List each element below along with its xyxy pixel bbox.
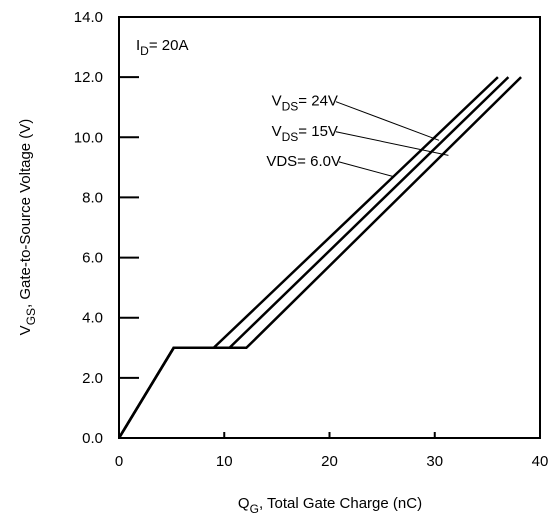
condition-label: ID= 20A — [136, 37, 188, 58]
series-annotations: VDS= 24V VDS= 15V VDS= 6.0V — [266, 93, 449, 177]
axis-ticks — [118, 76, 541, 438]
x-tick-label: 20 — [321, 453, 338, 470]
y-tick-label: 4.0 — [82, 310, 103, 327]
label-leader-line — [338, 161, 393, 177]
y-tick-label: 8.0 — [82, 189, 103, 206]
series-lines — [117, 76, 522, 439]
y-tick-label: 2.0 — [82, 370, 103, 387]
label-leader-line — [335, 101, 440, 141]
plot-frame — [118, 16, 541, 439]
series-label: VDS= 15V — [272, 123, 338, 144]
y-tick-label: 12.0 — [74, 69, 103, 86]
y-tick-label: 6.0 — [82, 250, 103, 267]
y-tick-label: 0.0 — [82, 430, 103, 447]
x-axis-title: QG, Total Gate Charge (nC) — [238, 495, 422, 516]
y-tick-label: 10.0 — [74, 129, 103, 146]
axis-tick-labels: 0 10 20 30 40 0.0 2.0 4.0 6.0 8.0 10.0 12.0 14.0 — [74, 9, 549, 470]
label-leader-line — [335, 131, 449, 156]
x-tick-label: 40 — [532, 453, 549, 470]
y-tick-label: 14.0 — [74, 9, 103, 26]
series-label: VDS= 6.0V — [266, 153, 341, 170]
x-tick-label: 30 — [426, 453, 443, 470]
x-tick-label: 10 — [216, 453, 233, 470]
y-axis-title: VGS, Gate-to-Source Voltage (V) — [17, 119, 38, 336]
x-tick-label: 0 — [115, 453, 123, 470]
series-label: VDS= 24V — [272, 93, 338, 114]
series-line-2 — [117, 76, 499, 439]
